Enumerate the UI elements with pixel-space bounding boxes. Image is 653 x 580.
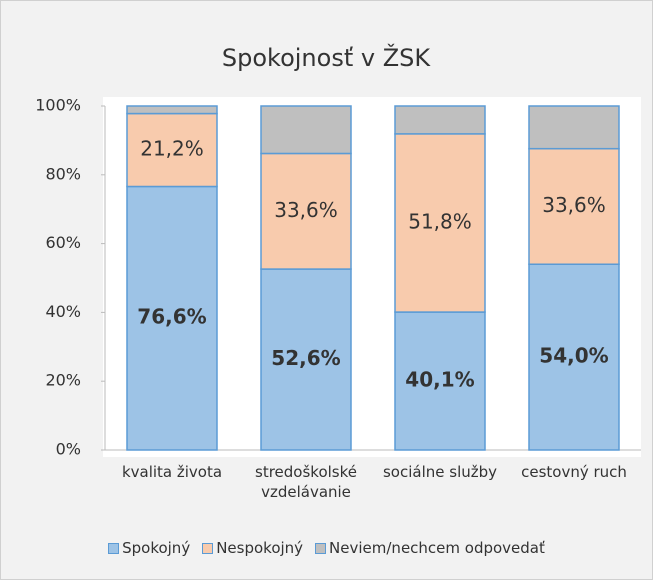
legend-label: Neviem/nechcem odpovedať (329, 539, 545, 557)
bar-segment (260, 268, 352, 451)
legend-label: Nespokojný (216, 539, 304, 557)
legend: Spokojný Nespokojný Neviem/nechcem odpoved… (1, 539, 652, 557)
y-tick-label: 60% (45, 233, 81, 252)
bar-segment (394, 311, 486, 451)
bar-segment (126, 112, 218, 188)
bar-segment (394, 105, 486, 135)
bar-segment (260, 152, 352, 270)
legend-label: Spokojný (122, 539, 191, 557)
bar-segment (528, 147, 620, 265)
y-tick-label: 100% (35, 96, 81, 115)
x-tick-label: kvalita života (121, 463, 223, 481)
data-label: 52,6% (271, 346, 340, 370)
legend-swatch (315, 542, 327, 554)
data-label: 40,1% (405, 368, 474, 392)
x-tick-label: stredoškolské vzdelávanie (255, 463, 357, 501)
data-label: 21,2% (140, 137, 204, 161)
data-label: 54,0% (539, 344, 608, 368)
data-label: 33,6% (542, 193, 606, 217)
bar-segment (528, 105, 620, 150)
bar-segment (394, 133, 486, 313)
bar-segment (260, 105, 352, 155)
data-label: 51,8% (408, 209, 472, 233)
x-tick-label: cestovný ruch (521, 463, 627, 481)
legend-item: Neviem/nechcem odpovedať (315, 539, 545, 557)
x-tick-label: sociálne služby (382, 463, 498, 481)
bar-segment (126, 185, 218, 451)
y-tick-label: 0% (56, 440, 81, 459)
legend-item: Spokojný (108, 539, 190, 557)
legend-swatch (202, 542, 214, 554)
data-label: 33,6% (274, 198, 338, 222)
y-tick-label: 40% (45, 302, 81, 321)
legend-item: Nespokojný (202, 539, 303, 557)
bar-segment (528, 263, 620, 451)
bar-segment (126, 105, 218, 115)
data-label: 76,6% (137, 305, 206, 329)
y-tick-label: 80% (45, 164, 81, 183)
y-tick-label: 20% (45, 371, 81, 390)
chart-title: Spokojnosť v ŽSK (222, 43, 431, 72)
legend-swatch (108, 542, 120, 554)
